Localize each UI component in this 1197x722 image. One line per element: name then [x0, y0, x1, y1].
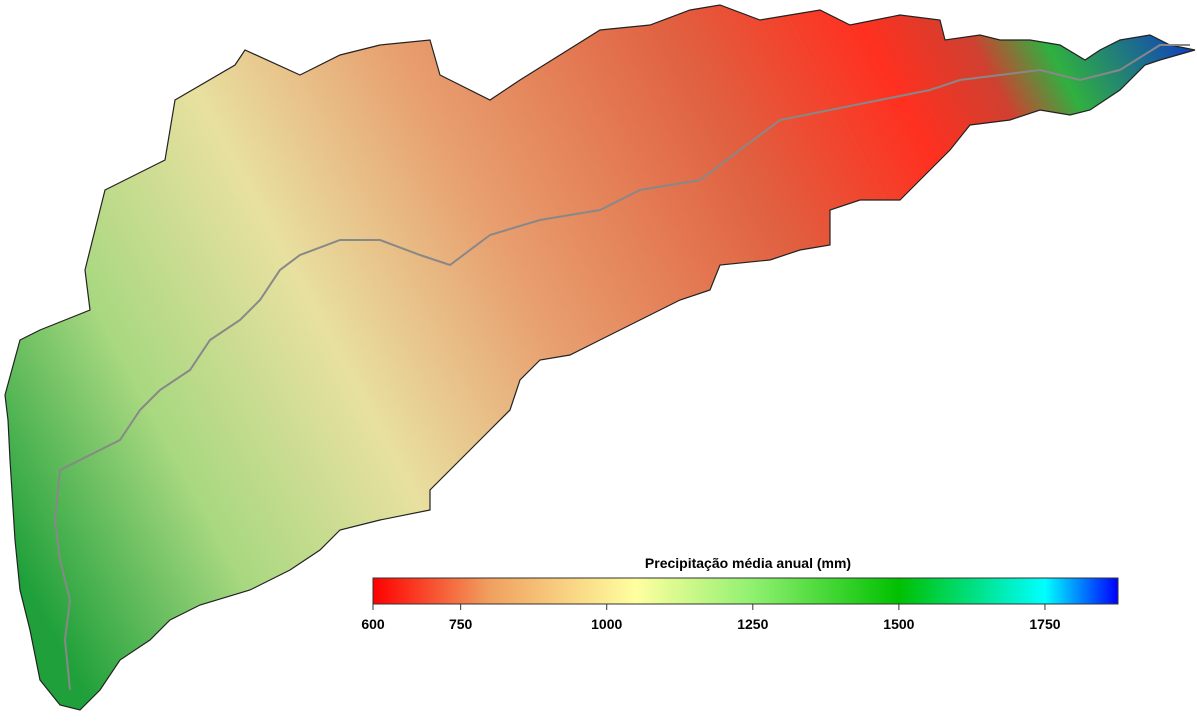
legend-tick-label: 1250 [737, 616, 768, 632]
legend-tick-label: 600 [361, 616, 385, 632]
basin [4, 4, 1196, 711]
legend-bar [372, 577, 1119, 605]
legend-tick-label: 1500 [883, 616, 914, 632]
legend-tick-label: 1750 [1029, 616, 1060, 632]
legend-title: Precipitação média anual (mm) [645, 555, 851, 571]
river [53, 44, 1190, 691]
legend-tick-label: 1000 [591, 616, 622, 632]
legend-tick-label: 750 [449, 616, 473, 632]
